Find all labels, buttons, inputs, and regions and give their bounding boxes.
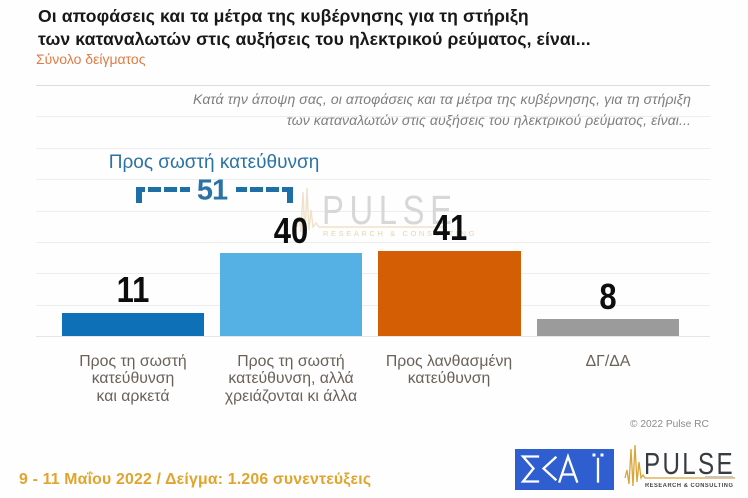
svg-text:51: 51	[197, 175, 228, 207]
